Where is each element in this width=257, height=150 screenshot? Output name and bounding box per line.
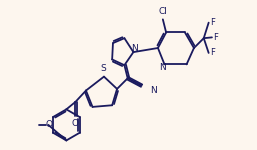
- Text: N: N: [131, 44, 138, 53]
- Text: S: S: [100, 64, 106, 73]
- Text: F: F: [210, 18, 215, 27]
- Text: O: O: [45, 120, 52, 129]
- Text: O: O: [72, 120, 79, 129]
- Text: N: N: [151, 86, 157, 95]
- Text: Cl: Cl: [158, 7, 167, 16]
- Text: N: N: [159, 63, 166, 72]
- Text: F: F: [213, 33, 218, 42]
- Text: F: F: [210, 48, 215, 57]
